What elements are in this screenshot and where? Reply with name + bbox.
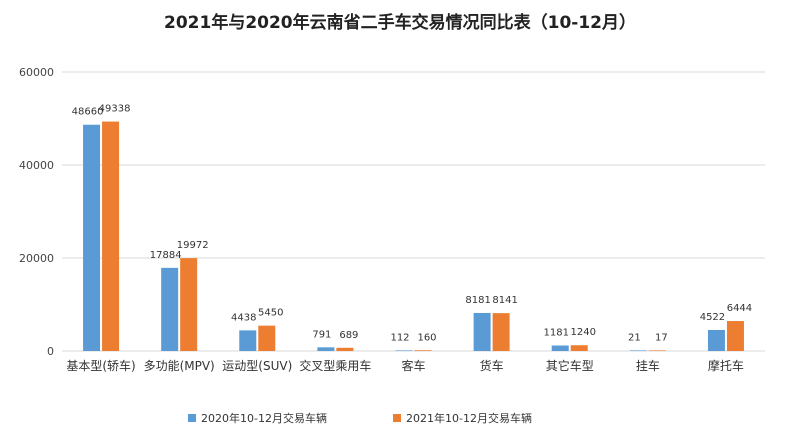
- data-label: 8181: [465, 295, 490, 306]
- y-tick-label: 20000: [19, 252, 54, 265]
- y-tick-label: 60000: [19, 66, 54, 79]
- legend-entry: 2020年10-12月交易车辆: [201, 411, 327, 425]
- bar-2021: [492, 313, 510, 351]
- y-tick-label: 0: [47, 345, 54, 358]
- category-label: 挂车: [636, 358, 660, 373]
- data-label: 19972: [177, 240, 209, 251]
- legend-swatch: [393, 414, 401, 422]
- bar-2020: [317, 347, 335, 351]
- data-label: 4438: [231, 312, 256, 323]
- data-label: 112: [390, 332, 409, 343]
- bar-2020: [707, 329, 725, 351]
- category-label: 其它车型: [546, 358, 594, 373]
- data-label: 49338: [99, 104, 131, 115]
- data-label: 5450: [258, 308, 283, 319]
- bar-2020: [239, 330, 257, 351]
- legend: 2020年10-12月交易车辆 2021年10-12月交易车辆: [188, 411, 532, 425]
- category-label: 多功能(MPV): [144, 359, 215, 373]
- data-label: 6444: [727, 303, 752, 314]
- data-label: 8141: [492, 295, 517, 306]
- bar-2021: [336, 347, 354, 351]
- bar-2021: [102, 121, 120, 351]
- data-label: 48660: [72, 107, 104, 118]
- category-label: 运动型(SUV): [222, 359, 292, 373]
- data-label: 160: [417, 332, 436, 343]
- bar-2020: [395, 350, 413, 351]
- x-axis-categories: 基本型(轿车) 多功能(MPV) 运动型(SUV) 交叉型乘用车 客车 货车 其它车型 挂车 摩…: [66, 358, 744, 373]
- bar-2021: [570, 345, 588, 351]
- category-label: 摩托车: [708, 358, 744, 373]
- y-tick-label: 40000: [19, 159, 54, 172]
- data-label: 4522: [700, 312, 725, 323]
- gridlines: [62, 71, 765, 352]
- category-label: 客车: [401, 358, 425, 373]
- chart-title: 2021年与2020年云南省二手车交易情况同比表（10-12月）: [164, 12, 636, 33]
- bar-2020: [551, 345, 569, 351]
- category-label: 交叉型乘用车: [299, 358, 371, 373]
- data-label: 791: [312, 329, 331, 340]
- bar-2021: [180, 258, 198, 351]
- data-label: 1240: [570, 327, 595, 338]
- y-axis-ticks: 0 20000 40000 60000: [19, 66, 54, 358]
- legend-swatch: [188, 414, 196, 422]
- legend-entry: 2021年10-12月交易车辆: [406, 411, 532, 425]
- bar-2021: [258, 325, 276, 351]
- bar-2020: [629, 350, 647, 351]
- data-label: 689: [339, 330, 358, 341]
- bar-2021: [726, 321, 744, 351]
- data-label: 17: [655, 332, 668, 343]
- bar-2020: [83, 124, 101, 351]
- category-label: 货车: [480, 358, 504, 373]
- bar-2021: [414, 350, 432, 351]
- data-label: 17884: [150, 250, 182, 261]
- bar-2020: [161, 267, 179, 351]
- bars: [83, 121, 744, 351]
- bar-2021: [648, 350, 666, 351]
- category-label: 基本型(轿车): [66, 358, 135, 373]
- data-label: 21: [628, 332, 641, 343]
- bar-2020: [473, 312, 491, 351]
- data-label: 1181: [543, 328, 568, 339]
